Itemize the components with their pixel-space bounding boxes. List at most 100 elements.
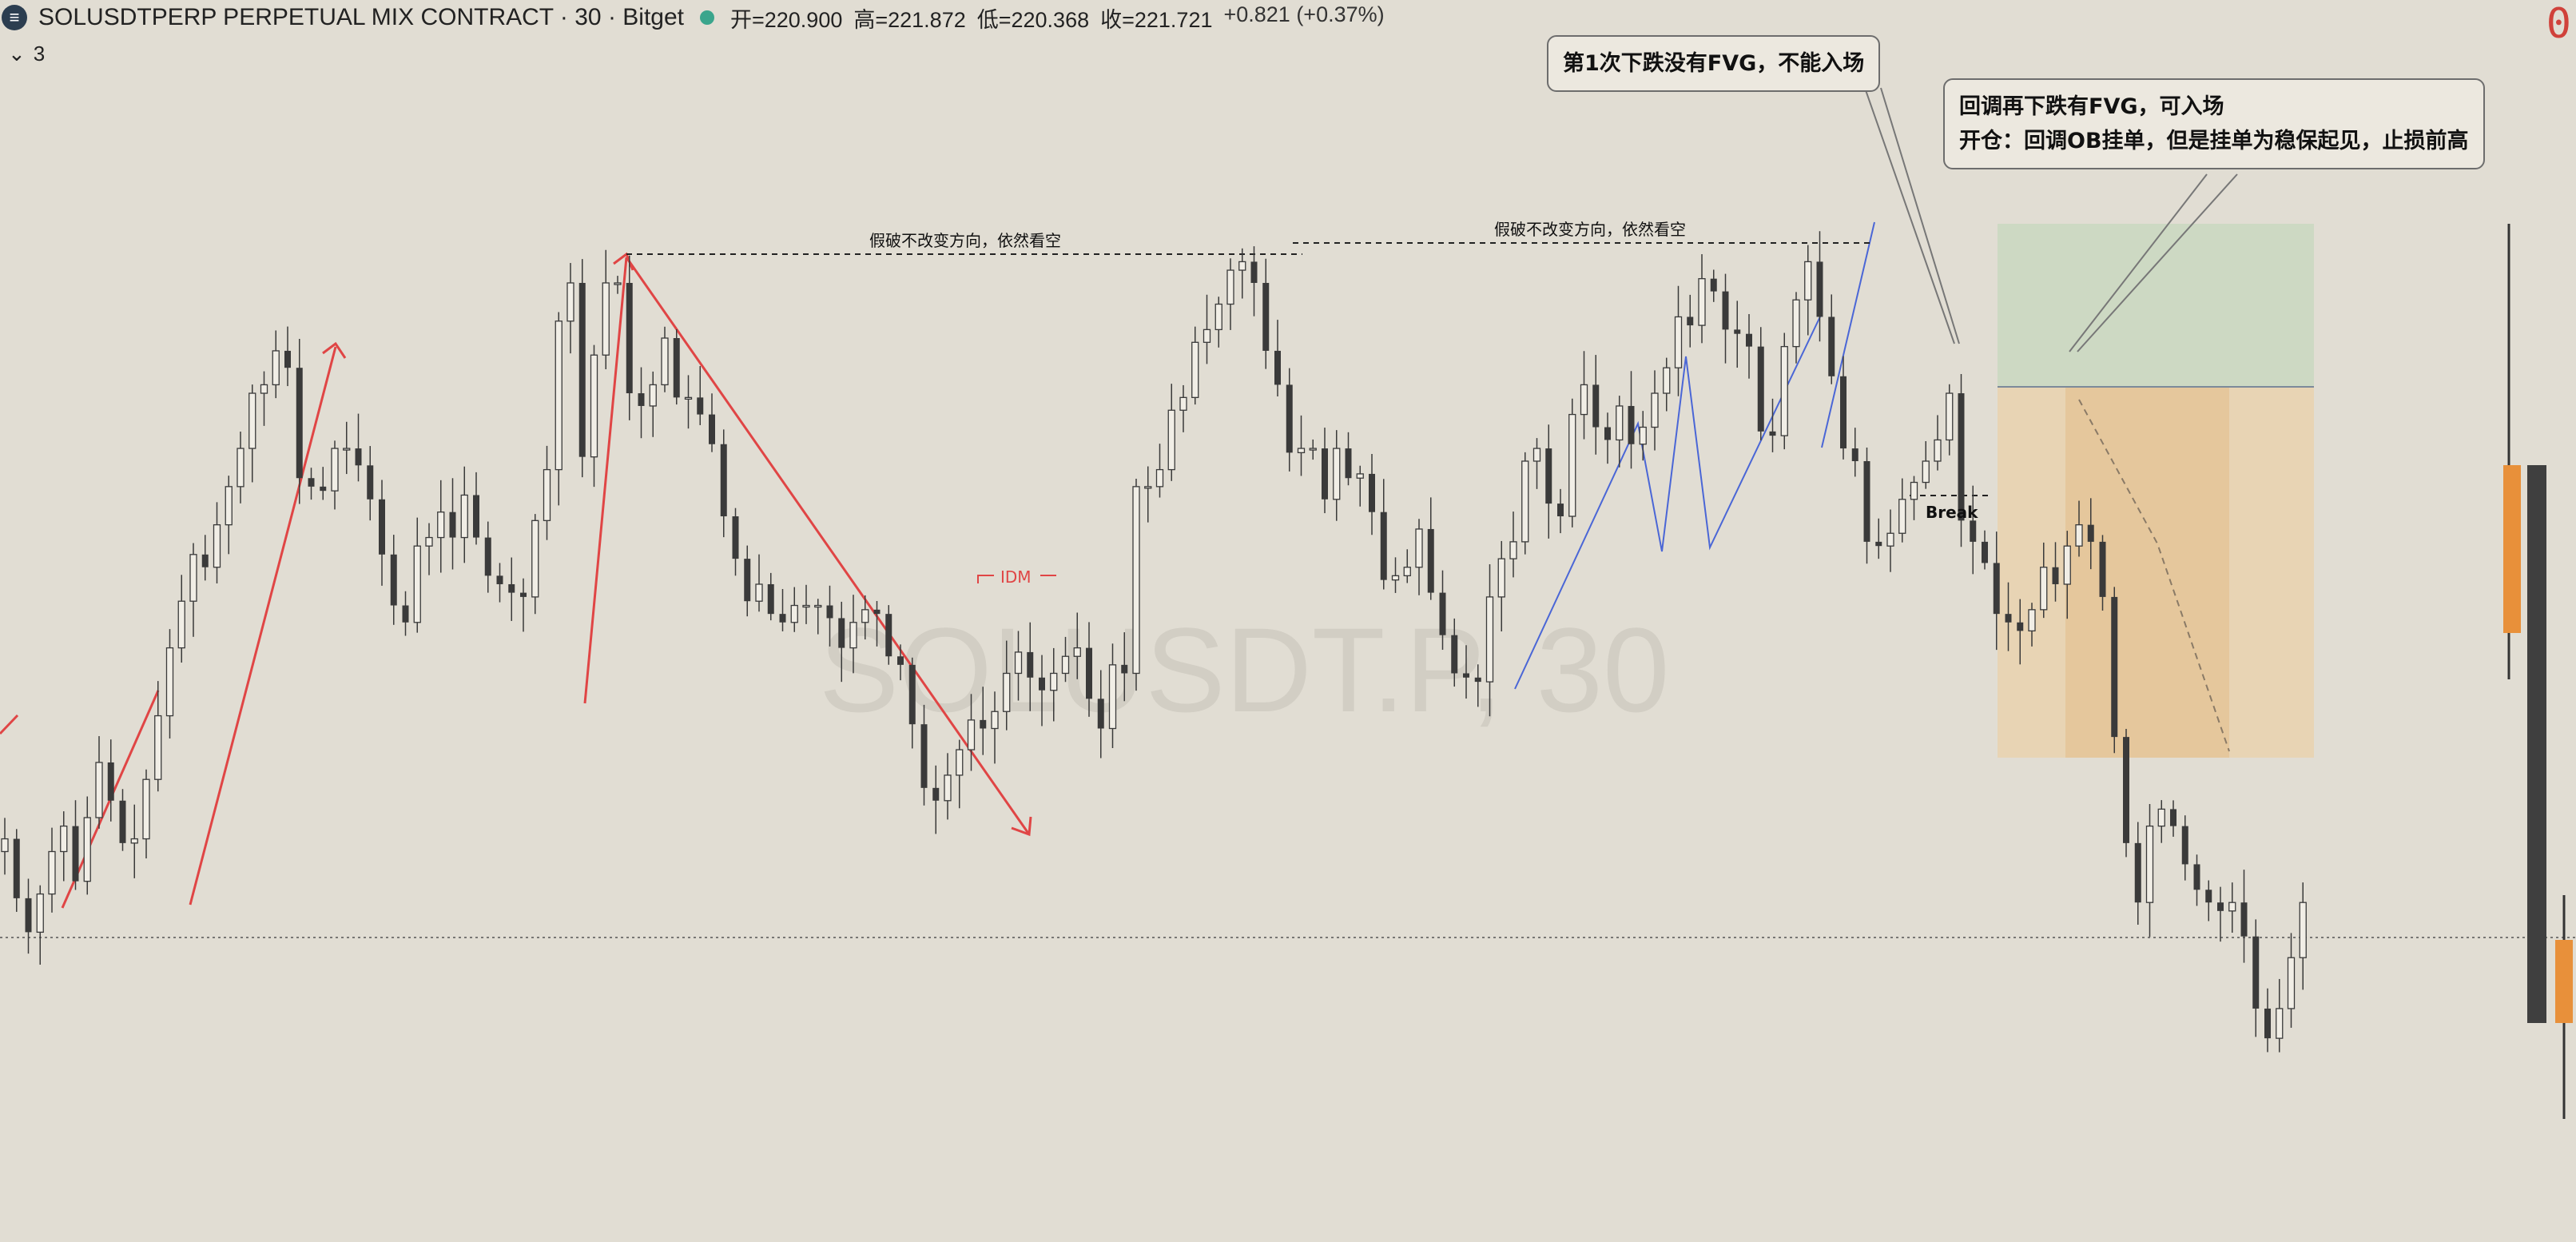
chevron-down-icon[interactable]: ⌄: [8, 42, 26, 66]
candle-body: [48, 850, 56, 895]
candle-body: [1121, 664, 1128, 674]
candle-body: [13, 838, 20, 898]
candle-body: [284, 350, 291, 368]
callout-second-drop: 回调再下跌有FVG，可入场 开仓：回调OB挂单，但是挂单为稳保起见，止损前高: [1943, 78, 2485, 170]
candle-body: [2157, 808, 2165, 827]
candle-body: [402, 605, 409, 623]
candle-body: [508, 583, 515, 593]
candle-body: [755, 583, 763, 602]
candle-body: [2075, 523, 2083, 547]
stop-zone-inner: [2065, 387, 2229, 758]
chart-title[interactable]: SOLUSDTPERP PERPETUAL MIX CONTRACT · 30 …: [38, 4, 684, 30]
watermark-text: SOLUSDT.P, 30: [819, 603, 1669, 737]
candle-body: [130, 838, 138, 844]
candles-group: [1, 231, 2307, 1053]
candle-body: [1144, 486, 1152, 489]
candle-body: [1639, 426, 1647, 445]
candle-body: [578, 282, 586, 457]
candle-body: [1898, 499, 1906, 534]
candle-body: [119, 800, 126, 843]
candle-body: [1014, 651, 1023, 675]
candle-body: [2134, 842, 2141, 903]
candle-body: [496, 575, 503, 584]
candle-body: [1958, 393, 1965, 521]
candle-body: [425, 536, 433, 547]
candle-body: [1027, 651, 1034, 678]
candle-body: [1816, 261, 1823, 317]
candle-body: [1050, 672, 1058, 691]
candle-body: [2276, 1008, 2284, 1039]
indicator-toggle[interactable]: ⌄ 3: [8, 42, 45, 66]
candle-body: [1757, 346, 1764, 432]
candle-body: [1604, 427, 1611, 440]
callout-pointer: [2069, 173, 2208, 352]
candle-body: [25, 898, 32, 933]
candle-body: [520, 592, 527, 597]
fake-break-label-1: 假破不改变方向，依然看空: [869, 231, 1061, 250]
blue-structure-leg: [1821, 221, 1875, 448]
candle-body: [1698, 278, 1706, 326]
candle-body: [1073, 647, 1081, 657]
candle-body: [684, 396, 693, 400]
indicator-count: 3: [33, 42, 46, 66]
volume-bar-orange: [2555, 940, 2573, 1023]
open-value: 开=220.900: [729, 7, 843, 32]
callout-second-line1: 回调再下跌有FVG，可入场: [1959, 94, 2224, 119]
candle-body: [1297, 448, 1306, 454]
candle-body: [2252, 936, 2260, 1009]
candle-body: [1651, 392, 1659, 428]
candle-body: [1840, 376, 1847, 449]
candle-body: [602, 282, 610, 356]
candle-body: [2005, 614, 2012, 623]
callout-pointer: [1880, 87, 1960, 344]
candle-body: [720, 444, 727, 517]
exchange-logo-icon: ≡: [2, 5, 27, 30]
candle-body: [154, 715, 162, 780]
candle-body: [2111, 596, 2118, 738]
low-value: 低=220.368: [976, 7, 1090, 32]
candle-body: [1485, 596, 1494, 683]
candle-body: [1910, 481, 1918, 500]
red-structure-leg: [0, 714, 19, 735]
candle-body: [956, 749, 964, 776]
candle-body: [531, 519, 539, 598]
candle-body: [1439, 592, 1446, 635]
candle-body: [826, 605, 833, 619]
candle-body: [1497, 558, 1505, 598]
candle-body: [1628, 405, 1635, 444]
candle-body: [2099, 541, 2106, 597]
candle-body: [225, 486, 233, 526]
candle-body: [649, 384, 657, 407]
candle-body: [1863, 460, 1870, 542]
candle-body: [2181, 826, 2188, 865]
blue-structure-leg: [1514, 312, 1823, 690]
candle-body: [1521, 460, 1529, 543]
candle-body: [449, 512, 456, 538]
structure-lines: [0, 87, 2238, 909]
close-value: 收=221.721: [1100, 7, 1213, 32]
candle-body: [60, 825, 68, 853]
candle-body: [697, 397, 704, 415]
candle-body: [437, 512, 445, 539]
break-label: Break: [1926, 503, 1978, 522]
candle-body: [626, 282, 633, 394]
market-status-icon: [699, 10, 714, 25]
candle-body: [2170, 809, 2176, 826]
candle-body: [744, 559, 751, 602]
candle-body: [1286, 384, 1293, 453]
candle-body: [2017, 622, 2024, 631]
chart-header: ≡ SOLUSDTPERP PERPETUAL MIX CONTRACT · 3…: [0, 0, 1385, 35]
candle-body: [1710, 278, 1717, 292]
candle-body: [1356, 473, 1364, 479]
candle-body: [1663, 367, 1671, 394]
candle-body: [36, 893, 44, 933]
candle-body: [355, 448, 362, 466]
candle-body: [1309, 448, 1317, 451]
candle-body: [980, 719, 987, 729]
candle-body: [885, 614, 892, 657]
arrowhead: [1011, 816, 1032, 837]
candle-body: [83, 817, 91, 882]
candle-body: [165, 647, 174, 717]
ohlc-readout: 开=220.900 高=221.872 低=220.368 收=221.721 …: [730, 2, 1385, 34]
